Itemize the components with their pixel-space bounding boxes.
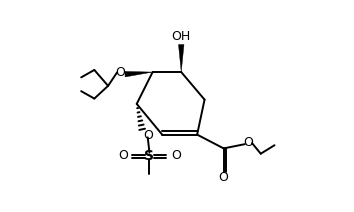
Text: O: O xyxy=(244,136,253,149)
Polygon shape xyxy=(125,71,153,77)
Text: O: O xyxy=(171,149,181,162)
Text: S: S xyxy=(144,149,154,163)
Text: O: O xyxy=(143,129,153,142)
Polygon shape xyxy=(178,45,184,72)
Text: O: O xyxy=(118,149,128,162)
Text: O: O xyxy=(219,171,229,184)
Text: O: O xyxy=(115,66,125,79)
Text: OH: OH xyxy=(172,30,191,43)
